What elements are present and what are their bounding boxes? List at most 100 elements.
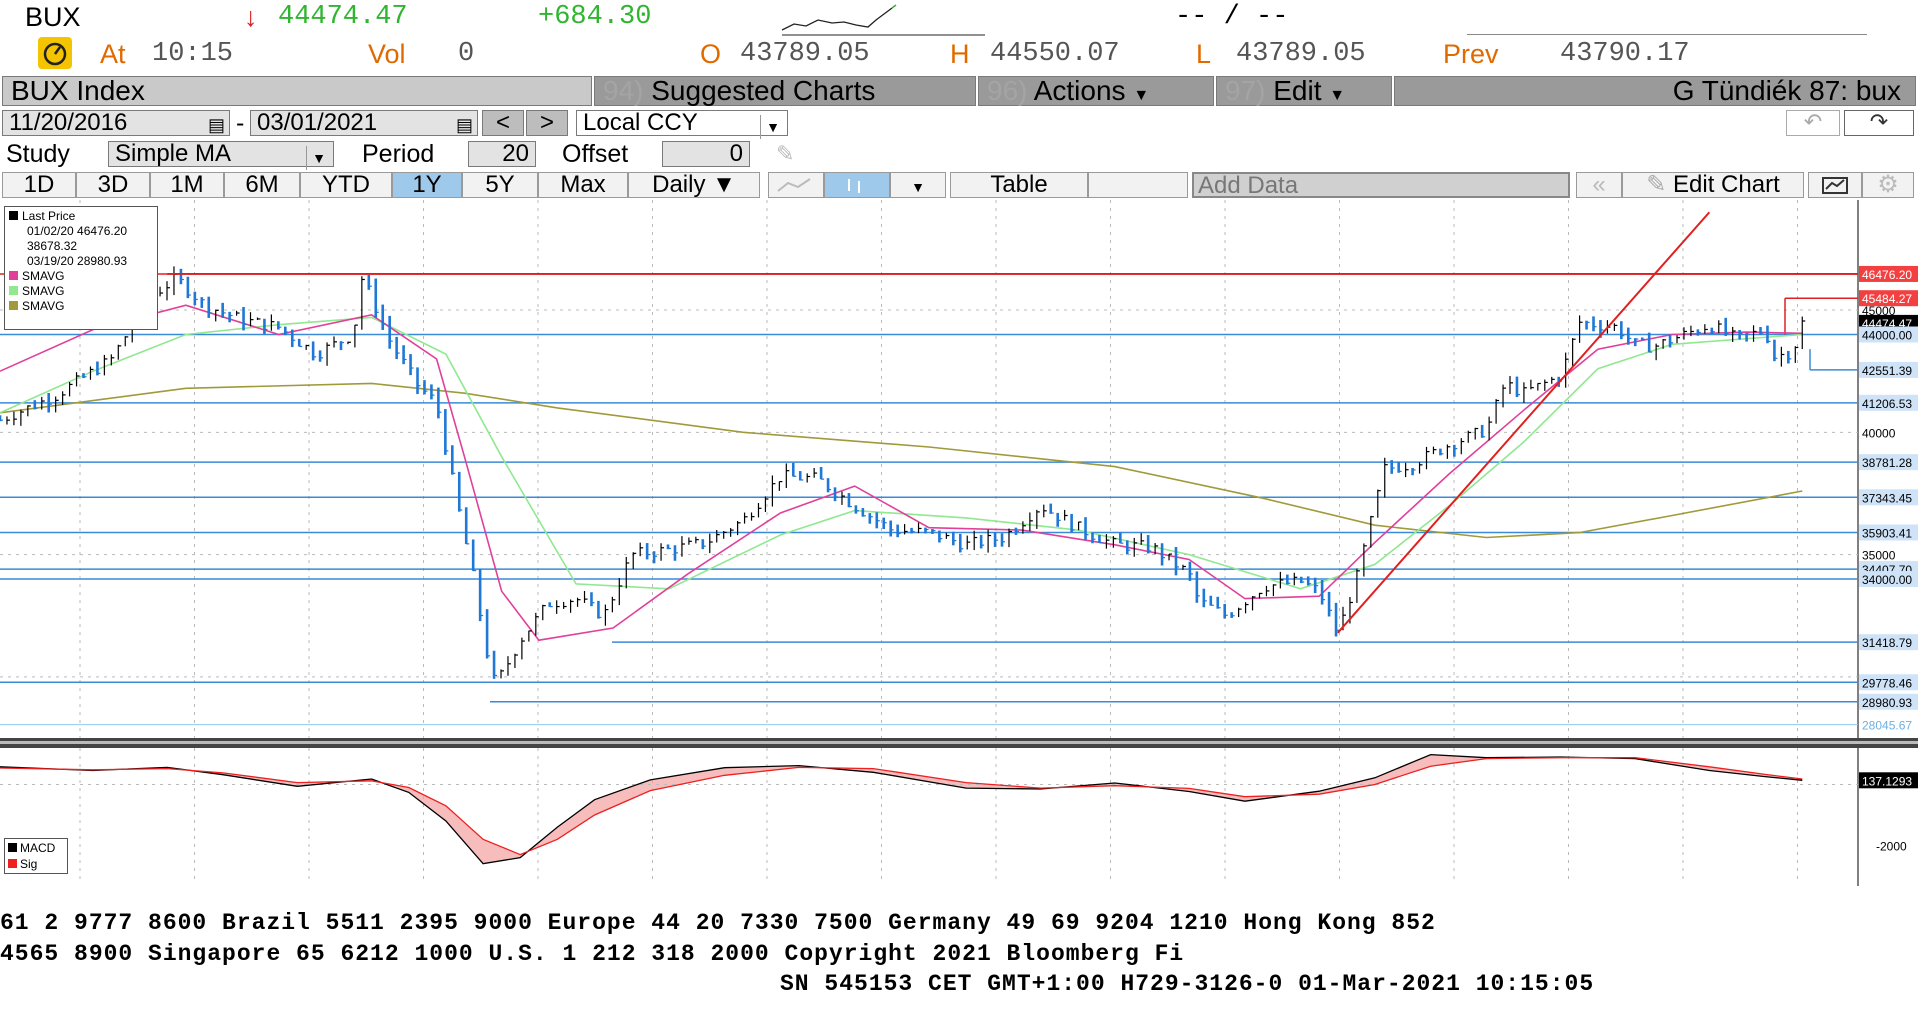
add-data-input[interactable]: Add Data [1192,172,1570,198]
edit-menu[interactable]: 97) Edit ▼ [1216,76,1392,106]
square-icon [9,271,18,280]
end-date-field[interactable]: 03/01/2021 ▤ [250,110,478,136]
tab-ytd[interactable]: YTD [300,172,392,198]
level-label: 28980.93 [1862,696,1912,710]
at-label: At [100,39,126,69]
price-chart[interactable]: 46476.2045484.2744474.4744000.0042551.39… [0,200,1918,886]
macd-last-label: 137.1293 [1862,774,1912,788]
tab-1d[interactable]: 1D [2,172,76,198]
price-panel-bg [0,200,1918,738]
macd-legend[interactable]: MACD Sig [4,838,68,874]
legend-avg: 38678.32 [27,239,78,253]
divider [1467,34,1867,35]
gear-icon[interactable]: ⚙ [1862,172,1914,198]
volume: 0 [458,39,475,69]
level-label: 41206.53 [1862,397,1912,411]
footer-line-1: 61 2 9777 8600 Brazil 5511 2395 9000 Eur… [0,910,1436,936]
y-axis-labels: 46476.2045484.2744474.4744000.0042551.39… [1859,265,1918,733]
tab-3d[interactable]: 3D [76,172,150,198]
suggested-charts-button[interactable]: 94) Suggested Charts [594,76,976,106]
level-label-bg [1859,634,1918,651]
legend-high: 01/02/20 46476.20 [27,224,128,238]
line-chart-icon[interactable] [768,172,824,198]
trend-lines [167,211,1858,634]
currency-select[interactable]: Local CCY ▼ [576,110,788,139]
square-icon [9,286,18,295]
low-price: 43789.05 [1236,39,1366,69]
price-series [0,266,1806,679]
user-label: G Tündiék 87: bux [1672,75,1901,106]
level-label: 35903.41 [1862,526,1912,540]
calendar-icon[interactable]: ▤ [455,115,473,135]
edit-chart-button[interactable]: ✎ Edit Chart [1622,172,1804,198]
level-label-bg [1859,571,1918,588]
offset-input[interactable]: 0 [662,141,750,167]
pencil-icon[interactable]: ✎ [776,141,795,166]
offset-label: Offset [562,140,629,168]
study-label: Study [6,140,70,168]
end-date: 03/01/2021 [257,109,378,136]
chart-type-dropdown[interactable]: ▼ [890,172,946,198]
macd-tick-label: -2000 [1876,839,1907,853]
chevron-down-icon: ▼ [1329,87,1346,104]
y-tick-label: 45000 [1862,304,1896,318]
level-label-bg [1859,394,1918,411]
bar-chart-icon[interactable] [824,172,890,198]
level-label: 29778.46 [1862,676,1912,690]
level-label: 46476.20 [1862,268,1912,282]
undo-button[interactable]: ↶ [1786,110,1840,136]
chart-legend[interactable]: Last Price 01/02/20 46476.20 38678.32 03… [4,206,158,330]
study-select[interactable]: Simple MA ▼ [108,140,334,170]
high-label: H [950,39,970,69]
chevron-down-icon: ▼ [760,115,785,139]
actions-menu[interactable]: 96) Actions ▼ [978,76,1214,106]
tab-6m[interactable]: 6M [224,172,300,198]
table-button[interactable]: Table [950,172,1088,198]
tab-1m[interactable]: 1M [150,172,224,198]
level-label: 28045.67 [1862,719,1912,733]
bid-ask: -- / -- [1175,2,1289,32]
edit-label: Edit [1273,75,1322,106]
prev-period-button[interactable]: < [482,110,524,136]
level-label: 37343.45 [1862,491,1912,505]
level-label: 34000.00 [1862,573,1912,587]
level-label: 38781.28 [1862,456,1912,470]
macd-panel: 137.1293 -2000 [0,753,1918,865]
next-period-button[interactable]: > [526,110,568,136]
legend-signal: Sig [8,856,64,872]
suggested-label: Suggested Charts [651,75,876,106]
start-date-field[interactable]: 11/20/2016 ▤ [2,110,230,136]
level-label: 44000.00 [1862,329,1912,343]
actions-num: 96) [987,75,1028,106]
redo-button[interactable]: ↷ [1844,110,1914,136]
study-value: Simple MA [115,140,232,167]
level-label-bg [1859,674,1918,691]
frequency-select[interactable]: Daily ▼ [628,172,760,198]
y-tick-label: 40000 [1862,426,1896,440]
period-label: Period [362,140,435,168]
tab-5y[interactable]: 5Y [462,172,538,198]
chart-settings-icon[interactable] [1808,172,1862,198]
macd-line [0,753,1803,865]
level-label-bg [1859,290,1918,307]
legend-sma-1: SMAVG [9,269,153,284]
security-field[interactable]: BUX Index [2,76,592,106]
legend-low: 03/19/20 28980.93 [27,254,128,268]
high-price: 44550.07 [990,39,1120,69]
calendar-icon[interactable]: ▤ [207,115,225,135]
collapse-icon[interactable]: « [1576,172,1622,198]
sparkline-icon [781,4,985,36]
level-label: 42551.39 [1862,364,1912,378]
alert-icon[interactable] [38,37,72,69]
tab-1y[interactable]: 1Y [392,172,462,198]
period-input[interactable]: 20 [468,141,536,167]
legend-sma-3: SMAVG [9,299,153,314]
quote-time: 10:15 [152,39,234,69]
square-icon [8,859,17,868]
spacer-tab [1088,172,1188,198]
level-label-bg [1859,693,1918,710]
level-label-bg [1859,489,1918,506]
footer-line-3: SN 545153 CET GMT+1:00 H729-3126-0 01-Ma… [780,971,1595,997]
tab-max[interactable]: Max [538,172,628,198]
macd-last-bg [1859,772,1918,789]
